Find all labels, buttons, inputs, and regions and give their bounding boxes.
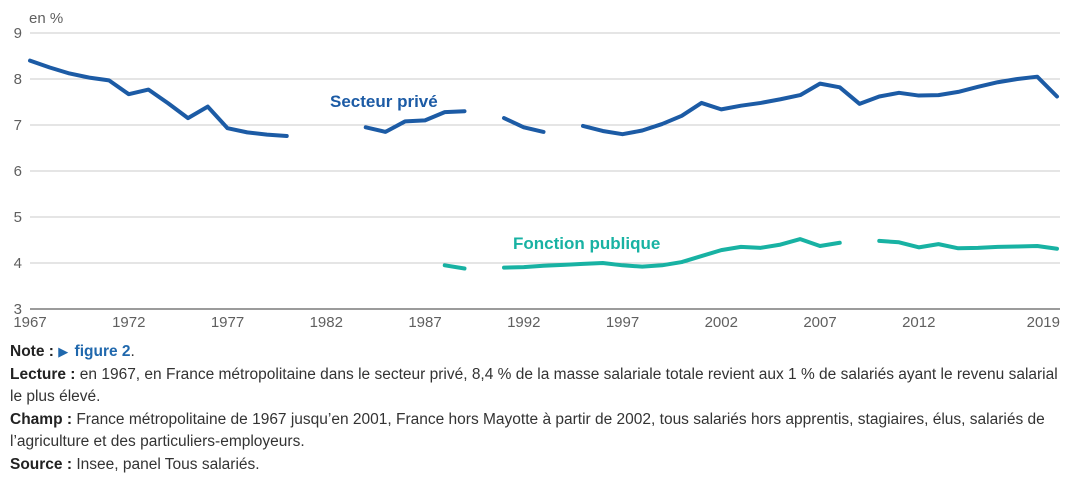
- series-line: [877, 238, 1059, 251]
- y-tick-label: 3: [14, 301, 22, 318]
- x-tick-label: 2007: [803, 314, 836, 331]
- y-tick-label: 7: [14, 117, 22, 134]
- x-tick-label: 1987: [408, 314, 441, 331]
- figure-link[interactable]: figure 2: [74, 343, 131, 360]
- source-line: Source : Insee, panel Tous salariés.: [10, 454, 1062, 477]
- y-tick-label: 9: [14, 25, 22, 42]
- x-tick-label: 2002: [705, 314, 738, 331]
- source-text: Insee, panel Tous salariés.: [76, 455, 260, 473]
- series-line: [363, 109, 467, 134]
- lecture-line: Lecture : en 1967, en France métropolita…: [10, 364, 1062, 409]
- x-tick-label: 2012: [902, 314, 935, 331]
- x-tick-label: 1997: [606, 314, 639, 331]
- x-tick-label: 1972: [112, 314, 145, 331]
- notes-block: Note : ▶ figure 2. Lecture : en 1967, en…: [10, 341, 1062, 476]
- note-suffix: .: [130, 343, 135, 360]
- y-tick-label: 8: [14, 71, 22, 88]
- x-tick-label: 1982: [310, 314, 343, 331]
- lecture-label: Lecture :: [10, 365, 76, 383]
- line-chart: 9 8 7 6 5 4 3 en % 1967 1972 1977 1982 1987 1992 1997 2…: [13, 10, 1060, 331]
- champ-line: Champ : France métropolitaine de 1967 ju…: [10, 409, 1062, 454]
- y-tick-label: 4: [14, 255, 22, 272]
- chart-canvas: 9 8 7 6 5 4 3 en % 1967 1972 1977 1982 1987 1992 1997 2…: [13, 10, 1060, 331]
- lecture-text: en 1967, en France métropolitaine dans l…: [10, 365, 1058, 406]
- champ-label: Champ :: [10, 410, 72, 428]
- source-label: Source :: [10, 455, 73, 473]
- champ-text: France métropolitaine de 1967 jusqu’en 2…: [10, 410, 1045, 451]
- y-axis-unit-label: en %: [29, 10, 63, 27]
- series-line: [442, 263, 467, 271]
- series-line: [502, 237, 842, 270]
- series-line: [28, 58, 289, 139]
- y-tick-label: 5: [14, 209, 22, 226]
- series-label: Secteur privé: [330, 92, 438, 111]
- y-tick-label: 6: [14, 163, 22, 180]
- series-label: Fonction publique: [513, 234, 660, 253]
- x-tick-label: 1977: [211, 314, 244, 331]
- x-tick-label: 1992: [507, 314, 540, 331]
- series-line: [502, 116, 546, 134]
- note-label: Note :: [10, 343, 54, 360]
- x-tick-label: 1967: [13, 314, 46, 331]
- figure-link-arrow-icon: ▶: [58, 344, 71, 359]
- x-tick-label: 2019: [1027, 314, 1060, 331]
- series-line: [581, 74, 1059, 137]
- note-line: Note : ▶ figure 2.: [10, 341, 1062, 364]
